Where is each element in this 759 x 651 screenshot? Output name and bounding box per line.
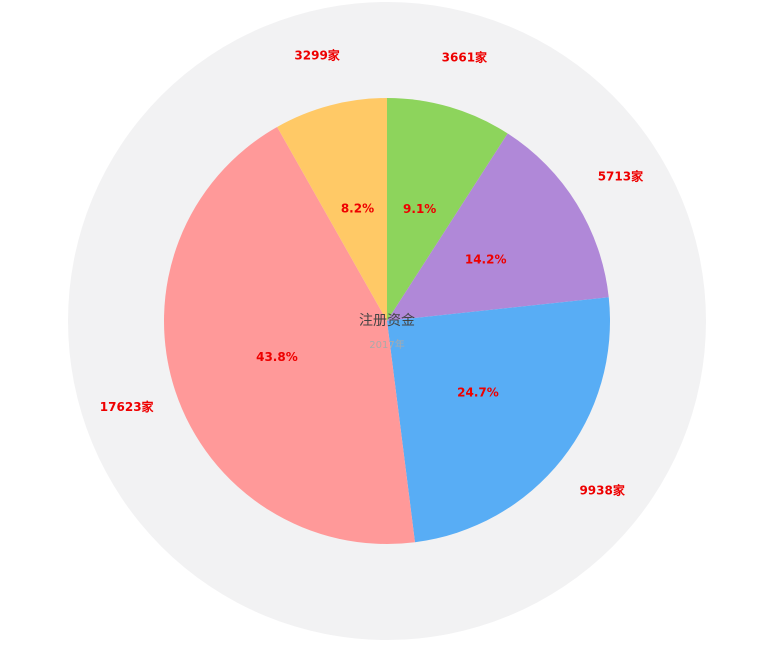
value-label: 5713家 — [598, 168, 644, 183]
chart-subtitle: 2017年 — [369, 338, 404, 351]
chart-title: 注册资金 — [359, 313, 415, 329]
value-label: 3661家 — [442, 49, 488, 64]
percent-label: 14.2% — [465, 253, 507, 267]
percent-label: 43.8% — [256, 350, 298, 364]
value-label: 17623家 — [100, 399, 155, 414]
value-label: 3299家 — [294, 47, 340, 62]
percent-label: 8.2% — [341, 201, 374, 215]
pie-slice — [277, 98, 387, 321]
percent-label: 24.7% — [457, 385, 499, 399]
pie-slice — [387, 98, 508, 321]
pie-slice — [387, 297, 610, 543]
pie-slice — [387, 133, 609, 321]
slices — [164, 98, 610, 544]
pie-slice — [164, 126, 415, 544]
value-label: 9938家 — [579, 483, 625, 498]
percent-label: 9.1% — [403, 202, 436, 216]
